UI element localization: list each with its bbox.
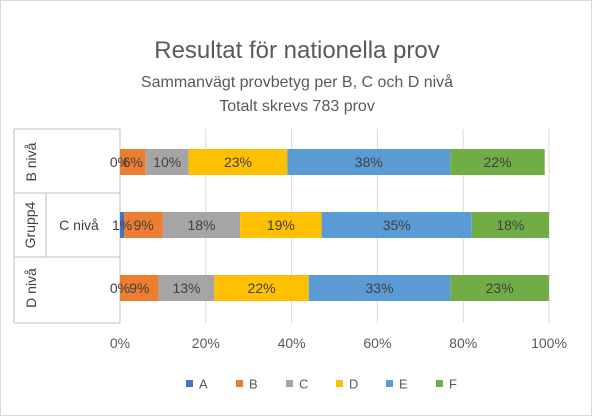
- bar-segment-d-niv-d: [214, 275, 309, 301]
- x-tick-label: 100%: [531, 335, 567, 351]
- legend-swatch-a: [186, 380, 193, 387]
- data-label: 23%: [224, 154, 252, 170]
- bar-segment-c-niv-c: [162, 212, 241, 238]
- bar-segment-b-niv-f: [450, 149, 545, 175]
- data-label: 9%: [129, 280, 149, 296]
- category-axis: B nivå C nivå D nivå Grupp4: [13, 128, 121, 324]
- data-label: 38%: [355, 154, 383, 170]
- x-tick-label: 60%: [363, 335, 391, 351]
- data-label: 1%: [112, 217, 132, 233]
- data-label: 22%: [248, 280, 276, 296]
- bar-segment-d-niv-c: [158, 275, 215, 301]
- legend-entry-f: F: [449, 377, 457, 392]
- legend-entry-e: E: [399, 377, 408, 392]
- legend-entry-c: C: [299, 377, 308, 392]
- bar-segment-d-niv-e: [308, 275, 451, 301]
- group-label: Grupp4: [22, 201, 38, 248]
- data-label: 23%: [486, 280, 514, 296]
- legend-entry-d: D: [349, 377, 358, 392]
- legend-swatch-d: [336, 380, 343, 387]
- bar-segment-c-niv-d: [240, 212, 322, 238]
- data-labels: 0%6% 10% 23% 38% 22%1% 9% 18% 19% 35% 18%0% 9% 13% 2…: [110, 154, 525, 296]
- bars: [120, 149, 549, 301]
- data-label: 0%: [110, 280, 130, 296]
- legend-swatch-b: [236, 380, 243, 387]
- data-label: 0%: [110, 154, 130, 170]
- data-label: 35%: [383, 217, 411, 233]
- bar-segment-c-niv-e: [321, 212, 472, 238]
- data-label: 13%: [172, 280, 200, 296]
- data-label: 19%: [267, 217, 295, 233]
- x-tick-label: 0%: [110, 335, 130, 351]
- bar-segment-b-niv-c: [145, 149, 189, 175]
- bar-segment-c-niv-b: [124, 212, 163, 238]
- bar-segment-d-niv-b: [120, 275, 159, 301]
- chart-title: Resultat för nationella prov: [154, 37, 440, 64]
- x-axis-ticks: 0% 20% 40% 60% 80% 100%: [110, 335, 567, 351]
- data-label: 22%: [484, 154, 512, 170]
- data-label: 18%: [496, 217, 524, 233]
- data-label: 18%: [187, 217, 215, 233]
- data-label: 6%: [123, 154, 143, 170]
- bar-segment-b-niv-b: [120, 149, 146, 175]
- data-label: 10%: [153, 154, 181, 170]
- x-tick-label: 40%: [278, 335, 306, 351]
- bar-segment-b-niv-d: [188, 149, 288, 175]
- chart-subtitle-1: Sammanvägt provbetyg per B, C och D nivå: [141, 73, 453, 91]
- data-label: 33%: [366, 280, 394, 296]
- chart-subtitle-2: Totalt skrevs 783 prov: [219, 98, 375, 115]
- legend-entry-b: B: [249, 377, 258, 392]
- bar-segment-d-niv-f: [450, 275, 549, 301]
- data-label: 9%: [133, 217, 153, 233]
- x-tick-label: 80%: [449, 335, 477, 351]
- legend-entry-a: A: [199, 377, 208, 392]
- category-label-b-niv: B nivå: [23, 142, 39, 181]
- legend-swatch-f: [436, 380, 443, 387]
- category-label-c-niv: C nivå: [59, 217, 99, 233]
- legend-swatch-e: [386, 380, 393, 387]
- x-tick-label: 20%: [192, 335, 220, 351]
- bar-segment-c-niv-f: [471, 212, 549, 238]
- legend: A B C D E F: [186, 377, 457, 392]
- legend-swatch-c: [286, 380, 293, 387]
- bar-segment-b-niv-e: [287, 149, 451, 175]
- category-label-d-niv: D nivå: [23, 268, 39, 308]
- bar-segment-c-niv-a: [120, 212, 125, 238]
